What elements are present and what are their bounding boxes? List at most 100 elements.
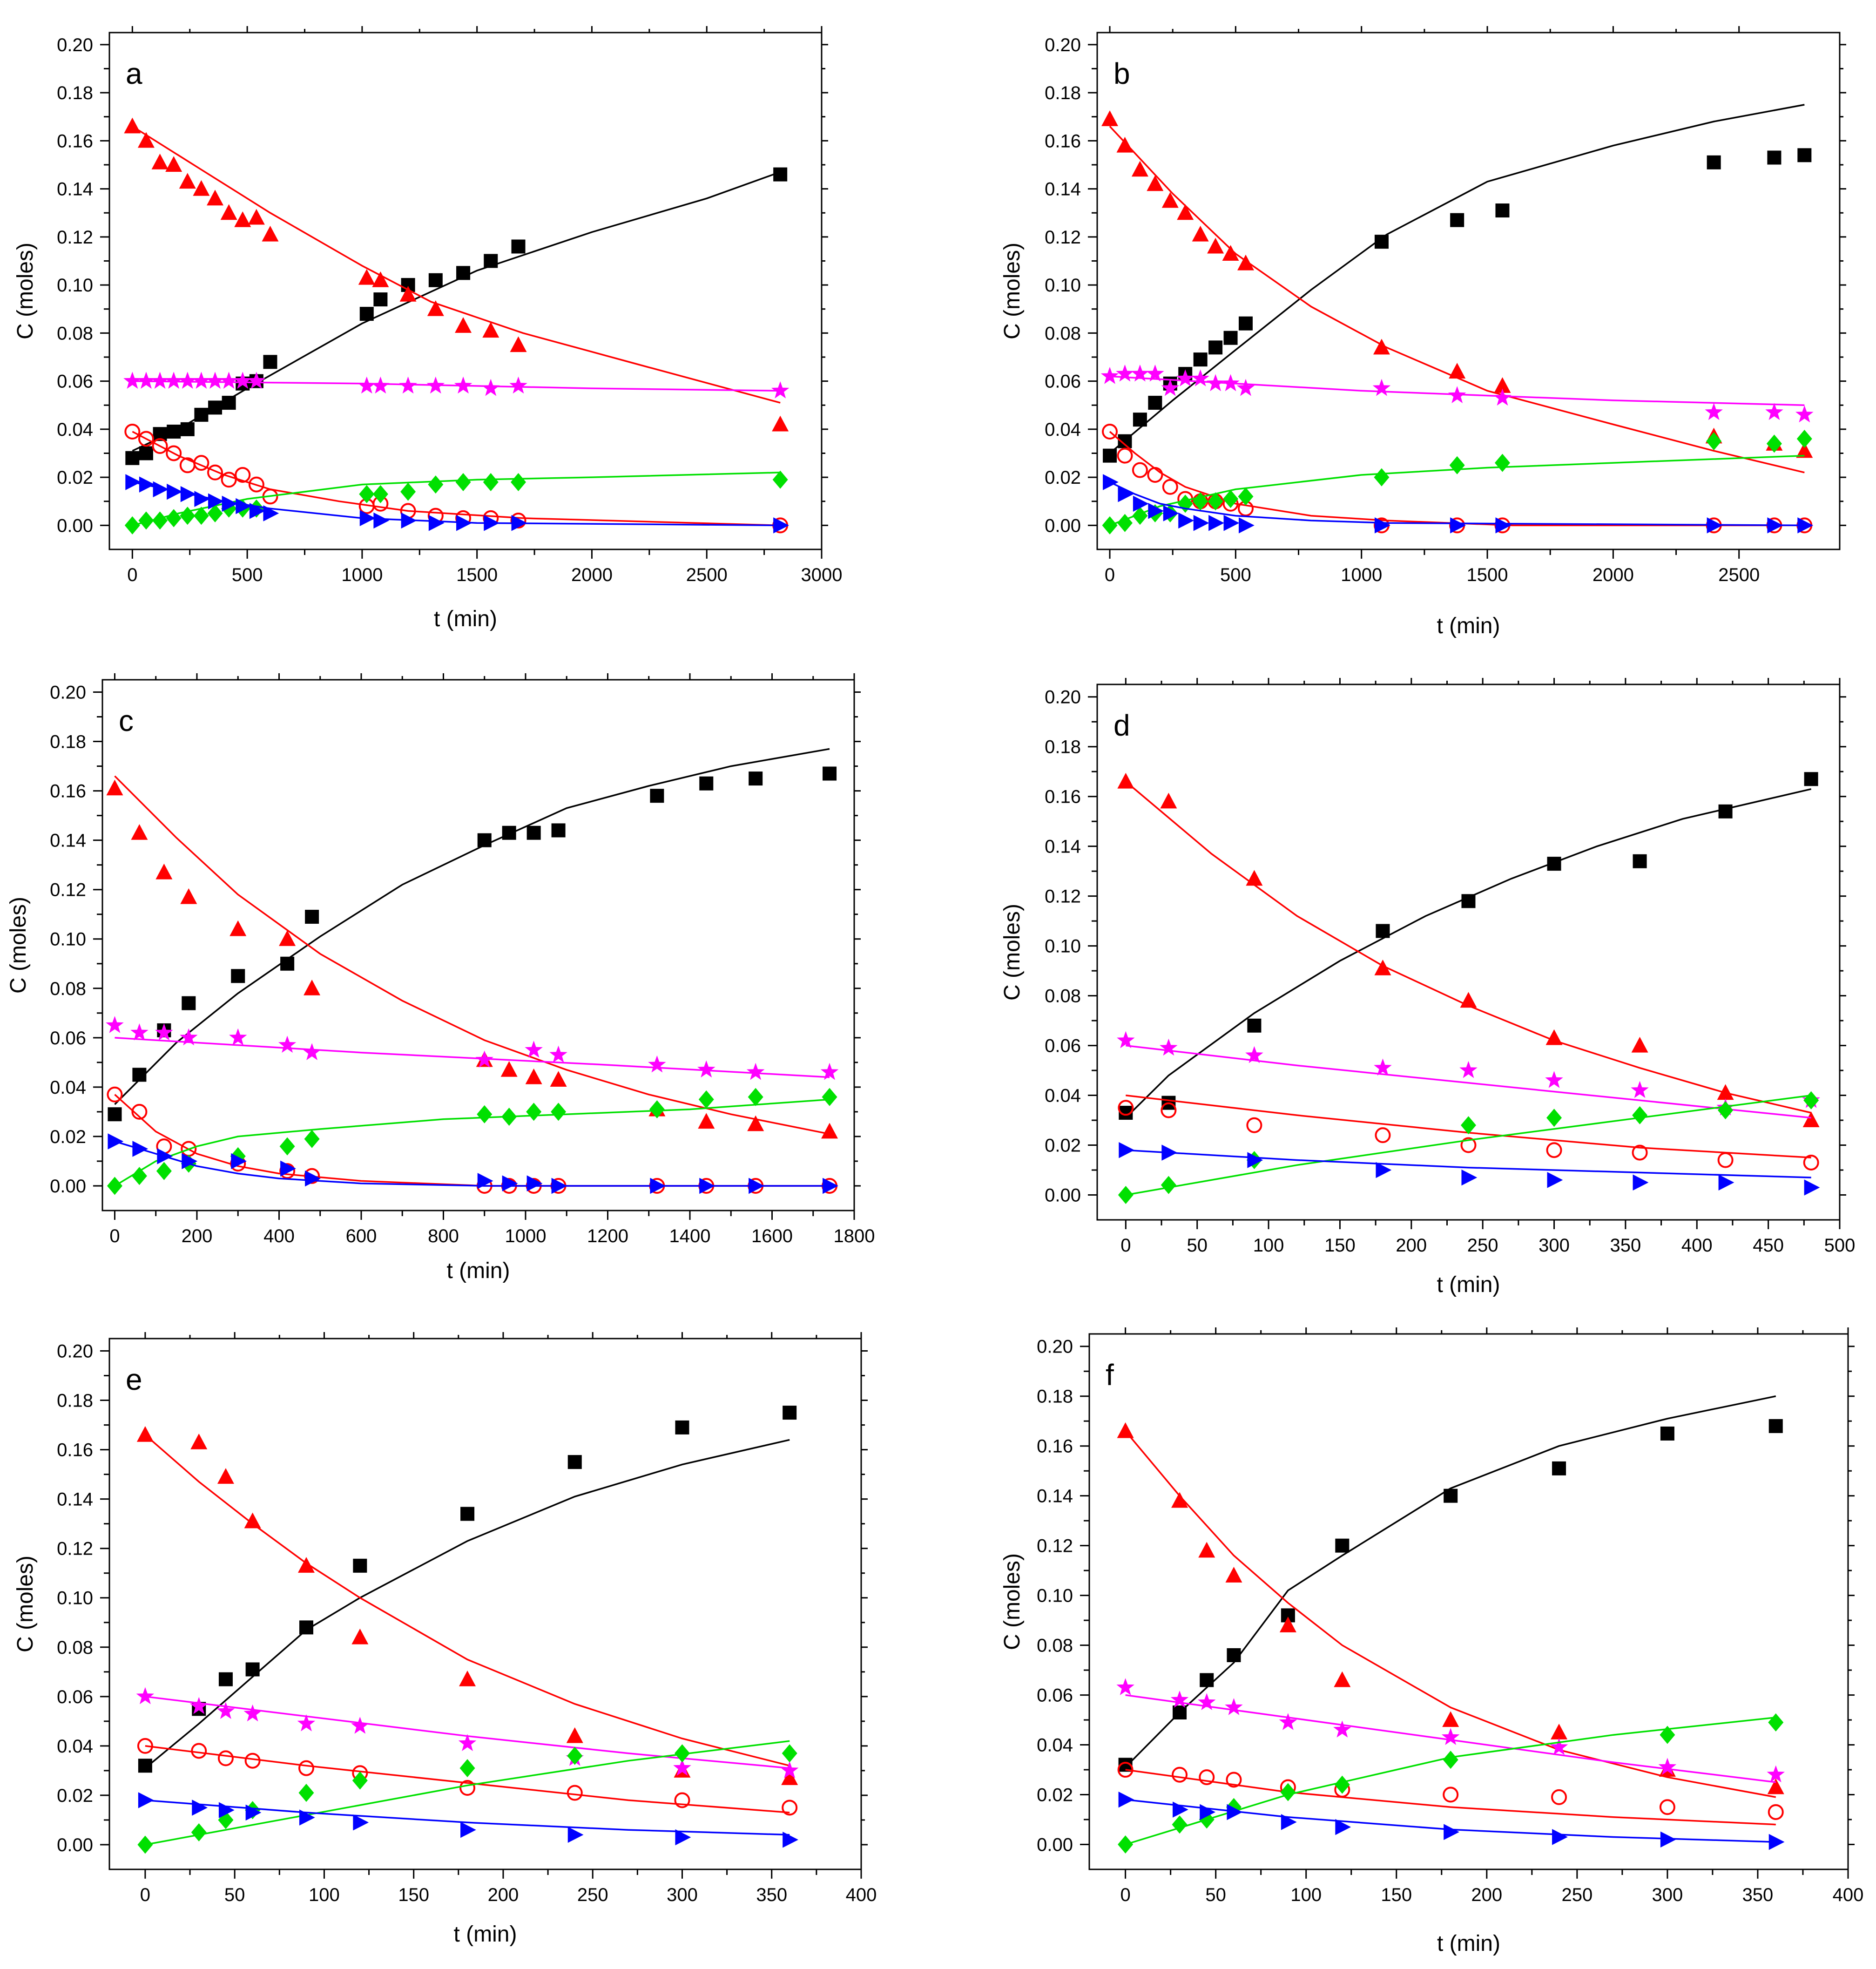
series-black-squares [1103,104,1812,463]
data-point [1131,161,1148,177]
series-blue-right-triangles [1103,474,1814,534]
panel-f: 0 50 100 150 200 250 300 350 400 0.00 0.02 0.04 0.06… [1000,1327,1863,1956]
data-point [1103,474,1119,490]
data-point [649,1100,665,1119]
data-point [526,1103,542,1121]
x-tick-label: 0 [1120,1885,1130,1905]
x-tick-label: 100 [309,1885,340,1905]
data-point [1161,1176,1176,1194]
data-point [567,1746,583,1765]
data-point [139,476,155,493]
data-point [1717,1152,1734,1168]
data-point [191,1823,207,1841]
data-point [399,376,417,394]
y-tick-label: 0.10 [57,1588,93,1609]
y-tick-label: 0.06 [1045,372,1081,392]
data-point [1374,960,1391,975]
data-point [207,189,224,206]
y-tick-label: 0.02 [57,1786,93,1806]
fit-line [1109,454,1805,527]
data-point [248,476,264,493]
data-point [782,1744,797,1763]
series-magenta-stars [1100,364,1814,423]
data-point [500,1061,518,1077]
x-tick-label: 50 [224,1885,245,1905]
data-point [1633,1174,1649,1191]
data-point [1116,1678,1134,1695]
data-point [1239,316,1253,331]
y-tick-label: 0.10 [1037,1586,1073,1606]
data-point [136,1687,155,1705]
data-point [352,1771,368,1790]
data-point [1200,1804,1216,1820]
data-point [107,1086,123,1103]
data-point [1177,204,1194,220]
data-point [180,1028,198,1046]
data-point [483,473,499,491]
data-point [1374,468,1390,487]
data-point [1803,1091,1819,1110]
data-point [1147,175,1164,191]
data-point [124,117,141,134]
data-point [155,863,173,880]
data-point [221,472,237,488]
data-point [502,825,516,840]
x-tick-label: 500 [1824,1235,1856,1256]
y-tick-label: 0.16 [1037,1436,1073,1457]
data-point [1192,225,1209,242]
data-point [1148,503,1164,519]
data-point [1795,405,1814,423]
series-green-diamonds [107,1088,837,1195]
y-axis-title: C (moles) [13,243,38,339]
data-point [400,482,416,501]
y-tick-label: 0.12 [50,880,86,900]
data-point [454,376,472,394]
fit-line [1126,1149,1811,1178]
data-point [1102,424,1118,440]
data-point [180,422,195,436]
data-point [567,1455,582,1469]
data-point [1148,396,1162,410]
data-point [1552,1829,1568,1845]
data-point [139,446,153,460]
data-point [1173,1705,1187,1720]
data-point [1547,1172,1563,1188]
data-point [231,969,245,983]
data-point [549,1045,567,1063]
data-point [1119,1142,1135,1158]
x-tick-label: 0 [109,1226,120,1246]
data-point [1118,1186,1134,1204]
data-point [783,1406,797,1420]
data-point [1373,338,1390,355]
data-point [193,180,210,196]
data-point [244,1512,261,1529]
data-point [1161,192,1179,208]
data-point [650,789,664,803]
data-point [509,376,527,394]
data-point [699,1177,715,1194]
data-point [132,1141,148,1157]
fit-line [1125,1395,1776,1768]
data-point [132,1068,147,1082]
data-point [1162,479,1178,495]
y-tick-label: 0.16 [57,1440,93,1461]
data-point [1221,374,1240,392]
y-tick-label: 0.16 [1045,131,1081,151]
data-point [1208,514,1224,531]
data-point [1246,1117,1262,1133]
panel-b: 0 500 1000 1500 2000 2500 0.00 0.02 0.04 0.06 0.08… [1000,26,1846,638]
data-point [1334,1671,1351,1687]
data-point [1237,254,1254,271]
data-point [1239,517,1255,534]
data-point [1161,1102,1177,1118]
data-point [106,779,123,796]
data-point [234,211,251,227]
data-point [648,1055,666,1073]
data-point [1767,517,1783,534]
data-point [1804,1179,1820,1196]
data-point [1546,1109,1562,1127]
plot-frame [1088,1333,1849,1870]
data-point [551,1103,567,1121]
data-point [1766,434,1782,453]
data-point [1376,924,1390,938]
